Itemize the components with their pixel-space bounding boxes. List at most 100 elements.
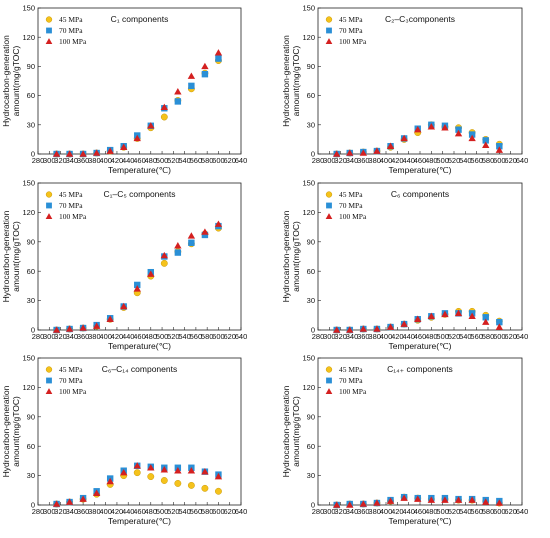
legend-marker [46,27,52,34]
data-point [52,150,61,157]
legend: 45 MPa 70 MPa 100 MPa [325,365,367,396]
y-axis-title-line: amount(mg/gTOC) [11,221,21,292]
legend-label: 100 MPa [59,387,87,396]
data-point [120,143,128,150]
data-point [333,150,341,157]
y-tick-label: 30 [27,471,35,480]
legend-marker [46,377,52,384]
panel-title: C₁ components [111,14,169,24]
legend-label: 45 MPa [339,365,363,374]
y-tick-label: 30 [27,120,35,129]
x-tick-label: 280 [32,507,45,516]
data-point [160,466,168,473]
x-tick-label: 380 [368,507,381,516]
x-tick-label: 540 [459,507,472,516]
data-point [495,146,504,153]
data-point [187,72,196,79]
data-point [201,484,209,492]
y-axis-title: Hydrocarbon-generationamount(mg/gTOC) [1,385,21,477]
legend-marker [325,38,333,45]
data-point [187,467,196,474]
data-point [188,82,195,90]
legend-marker [45,38,53,45]
x-tick-label: 580 [201,507,214,516]
legend-label: 100 MPa [59,212,87,221]
data-point [468,312,476,320]
x-tick-label: 540 [178,507,191,516]
data-point [133,285,141,292]
x-tick-label: 440 [402,332,415,341]
data-point [333,501,341,508]
y-axis-title-line: Hydrocarbon-generation [281,35,291,127]
data-point [386,323,395,330]
data-point [160,113,168,121]
y-tick-label: 120 [302,33,315,42]
data-point [65,325,74,332]
x-tick-label: 280 [312,332,325,341]
legend: 45 MPa 70 MPa 100 MPa [325,15,367,46]
legend-label: 100 MPa [339,387,367,396]
data-point [106,147,114,154]
data-point [160,259,168,267]
x-tick-label: 600 [212,332,225,341]
x-tick-label: 360 [77,156,90,165]
legend-marker [325,366,333,373]
legend-label: 70 MPa [59,376,83,385]
data-point [495,323,504,330]
x-tick-label: 540 [178,156,191,165]
data-point [359,149,368,156]
chart-panel-3: 2803003203403603804004204404604805005205… [1,179,247,351]
y-tick-label: 60 [27,442,35,451]
y-tick-label: 0 [311,326,315,335]
legend-marker [45,16,53,23]
x-tick-label: 400 [99,156,112,165]
data-point [214,49,223,56]
x-tick-label: 300 [43,332,56,341]
data-point [427,123,436,130]
y-axis-title-line: amount(mg/gTOC) [11,396,21,467]
x-tick-label: 400 [99,332,112,341]
data-point [133,469,141,477]
data-point [65,498,74,505]
data-point [201,228,209,235]
data-point [201,62,209,70]
data-point [454,309,463,317]
x-tick-label: 340 [66,156,79,165]
series-100-mpa [52,49,223,157]
x-tick-label: 460 [133,332,146,341]
x-tick-label: 300 [323,332,336,341]
x-axis-title: Temperature(℃) [389,165,452,175]
data-point [147,473,155,481]
legend-marker [45,213,53,220]
data-point [133,134,141,142]
data-point [454,129,463,137]
x-tick-label: 620 [504,156,517,165]
data-point [147,270,155,277]
x-tick-label: 460 [414,332,427,341]
y-axis-title-line: Hydrocarbon-generation [1,385,11,477]
x-tick-label: 360 [357,507,370,516]
legend-label: 70 MPa [339,201,363,210]
data-point [333,326,341,333]
x-tick-label: 500 [156,332,169,341]
y-tick-label: 30 [307,471,315,480]
legend-label: 70 MPa [59,201,83,210]
series-100-mpa [333,494,504,508]
data-point [373,325,381,332]
y-tick-label: 120 [302,208,315,217]
y-tick-label: 90 [307,412,315,421]
x-tick-label: 560 [470,156,483,165]
x-tick-label: 560 [190,332,203,341]
x-tick-label: 560 [190,507,203,516]
legend-label: 45 MPa [59,15,83,24]
panel-title: C₂–C₃components [385,14,455,24]
legend-marker [325,16,333,23]
data-point [79,324,87,331]
legend-label: 100 MPa [59,37,87,46]
x-tick-label: 640 [516,332,529,341]
x-tick-label: 520 [448,332,461,341]
legend-label: 45 MPa [339,190,363,199]
y-tick-label: 90 [27,237,35,246]
y-tick-label: 90 [27,412,35,421]
x-tick-label: 600 [493,156,506,165]
